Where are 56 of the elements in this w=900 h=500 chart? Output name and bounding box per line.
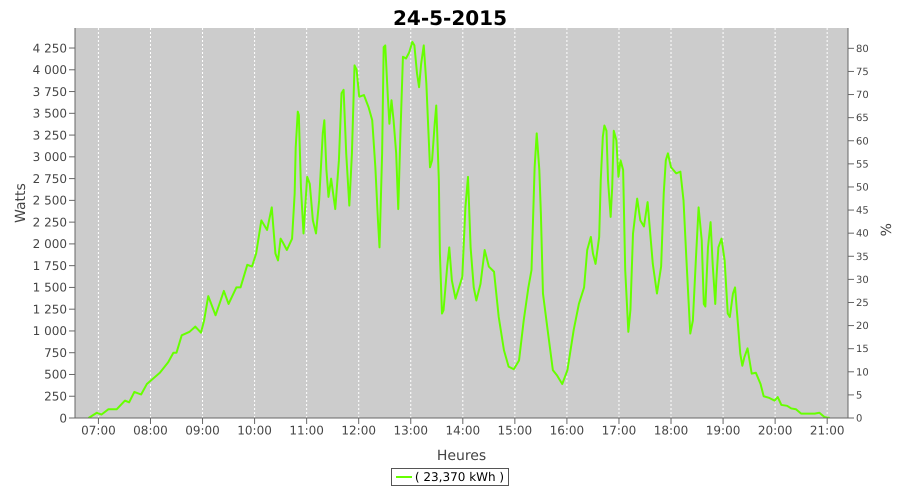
x-tick-label: 13:00: [393, 424, 428, 438]
y-tick-label: 1 750: [32, 258, 67, 273]
y2-tick-label: 80: [856, 44, 869, 55]
y-axis-title: Watts: [12, 183, 29, 223]
y-tick-label: 4 250: [32, 41, 67, 56]
y2-tick-label: 30: [856, 274, 869, 286]
y-tick-label: 1 500: [32, 280, 67, 295]
y2-tick-label: 5: [856, 390, 862, 402]
y-tick-label: 3 250: [32, 128, 67, 142]
x-tick-label: 20:00: [758, 424, 792, 438]
y2-tick-label: 25: [856, 298, 869, 310]
y-tick-label: 1 250: [32, 302, 67, 316]
y2-axis-title: %: [878, 223, 895, 236]
chart-title: 24-5-2015: [392, 6, 508, 30]
y2-tick-label: 35: [856, 252, 869, 263]
y-tick-label: 750: [44, 346, 67, 360]
x-tick-label: 18:00: [654, 424, 688, 438]
line-series: [88, 40, 831, 418]
y-tick-label: 3 500: [32, 106, 67, 121]
y2-tick-label: 60: [856, 136, 869, 148]
x-tick-label: 11:00: [289, 424, 324, 438]
legend-label: ( 23,370 kWh ): [414, 470, 504, 484]
y-tick-label: 500: [44, 368, 67, 382]
y2-tick-label: 55: [856, 159, 869, 170]
y2-tick-label: 65: [856, 113, 869, 124]
x-tick-label: 08:00: [133, 424, 168, 438]
y-tick-label: 1 000: [32, 324, 67, 338]
y-tick-label: 4 000: [32, 63, 67, 78]
x-tick-label: 07:00: [81, 424, 116, 438]
y-tick-label: 0: [59, 411, 67, 426]
y2-tick-label: 45: [856, 206, 869, 217]
y-tick-label: 2 750: [32, 172, 67, 186]
x-tick-label: 12:00: [341, 424, 376, 438]
y2-tick-label: 50: [856, 182, 869, 194]
y-tick-label: 3 000: [32, 150, 67, 164]
x-tick-label: 21:00: [810, 424, 844, 438]
y-tick-label: 3 750: [32, 84, 67, 99]
y2-tick-label: 10: [856, 367, 869, 378]
x-tick-label: 16:00: [550, 424, 584, 438]
x-axis-title: Heures: [436, 448, 486, 464]
y2-tick-label: 75: [856, 66, 869, 78]
y-tick-label: 2 000: [32, 237, 67, 252]
x-tick-label: 14:00: [446, 424, 480, 438]
y-tick-label: 250: [44, 389, 67, 404]
x-tick-label: 10:00: [237, 424, 272, 438]
y2-tick-label: 40: [856, 228, 869, 240]
y-tick-label: 2 250: [32, 215, 67, 230]
x-tick-label: 17:00: [602, 424, 636, 438]
y2-tick-label: 20: [856, 321, 869, 332]
y2-tick-label: 0: [856, 414, 862, 425]
y2-tick-label: 70: [856, 90, 869, 102]
x-tick-label: 15:00: [498, 424, 532, 438]
x-tick-label: 19:00: [706, 424, 740, 438]
y2-tick-label: 15: [856, 344, 869, 356]
y-tick-label: 2 500: [32, 194, 67, 208]
x-tick-label: 09:00: [185, 424, 220, 438]
